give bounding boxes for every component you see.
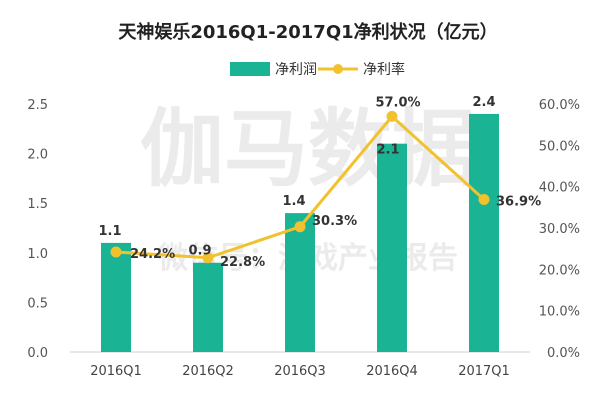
- y-right-tick-label: 0.0%: [547, 346, 580, 361]
- profit-bar: [469, 113, 499, 352]
- y-left-tick-label: 1.0: [27, 247, 48, 262]
- rate-line: [110, 110, 490, 264]
- profit-bar: [193, 262, 223, 352]
- rate-value-label: 24.2%: [130, 247, 175, 262]
- y-right-tick-label: 40.0%: [539, 181, 580, 196]
- legend: 净利润 净利率: [230, 61, 405, 78]
- legend-line-marker: [333, 64, 343, 74]
- rate-point: [478, 193, 490, 205]
- rate-point: [110, 246, 122, 258]
- profit-bar-value-label: 1.4: [282, 194, 305, 209]
- rate-value-label: 36.9%: [496, 194, 541, 209]
- rate-point: [386, 110, 398, 122]
- y-right-tick-label: 10.0%: [539, 305, 580, 320]
- y-right-tick-label: 20.0%: [539, 263, 580, 278]
- y-left-tick-label: 0.5: [27, 296, 48, 311]
- rate-value-label: 57.0%: [375, 95, 420, 110]
- x-tick-label: 2016Q3: [274, 364, 326, 379]
- rate-point: [202, 252, 214, 264]
- profit-bar-value-label: 2.1: [376, 143, 399, 158]
- bars: [101, 113, 499, 352]
- y-right-tick-label: 30.0%: [539, 222, 580, 237]
- profit-bar: [377, 143, 407, 352]
- y-left-tick-label: 0.0: [27, 346, 48, 361]
- axes: 0.0 0.5 1.0 1.5 2.0 2.5 0.0% 10.0% 20.0% 30.0% 40.…: [27, 98, 580, 379]
- x-tick-label: 2016Q2: [182, 364, 234, 379]
- y-right-tick-label: 50.0%: [539, 139, 580, 154]
- legend-bar-swatch: [230, 62, 270, 76]
- y-right-tick-label: 60.0%: [539, 98, 580, 113]
- y-left-tick-label: 1.5: [27, 197, 48, 212]
- y-left-tick-label: 2.5: [27, 98, 48, 113]
- x-tick-label: 2016Q1: [90, 364, 142, 379]
- profit-bar-value-label: 0.9: [188, 244, 211, 259]
- x-tick-label: 2017Q1: [458, 364, 510, 379]
- legend-bar-label: 净利润: [275, 62, 317, 78]
- chart-title: 天神娱乐2016Q1-2017Q1净利状况（亿元）: [118, 21, 497, 43]
- rate-value-label: 22.8%: [220, 255, 265, 270]
- rate-value-label: 30.3%: [312, 214, 357, 229]
- watermark-main: 伽马数据: [140, 100, 476, 198]
- x-tick-label: 2016Q4: [366, 364, 418, 379]
- rate-point: [294, 221, 306, 233]
- profit-bar-value-label: 2.4: [472, 95, 495, 110]
- legend-line-label: 净利率: [363, 61, 405, 78]
- profit-bar: [285, 213, 315, 352]
- profit-bar-value-label: 1.1: [98, 224, 121, 239]
- data-labels: 1.1 0.9 1.4 2.1 2.4 24.2% 22.8% 30.3% 57.0% 36.9%: [98, 95, 541, 270]
- profit-bar: [101, 242, 131, 352]
- y-left-tick-label: 2.0: [27, 148, 48, 163]
